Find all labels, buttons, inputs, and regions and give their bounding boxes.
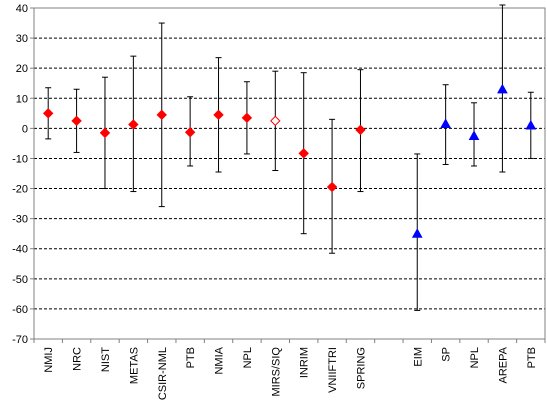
y-tick-label: -50 [12, 274, 28, 286]
y-tick-label: 10 [16, 93, 28, 105]
x-tick-label: SP [441, 347, 453, 362]
y-tick-label: 0 [22, 123, 28, 135]
data-point-triangle [468, 130, 480, 140]
x-tick-label: NPL [242, 347, 254, 368]
x-tick-label: EIM [412, 347, 424, 367]
data-point-diamond [241, 112, 253, 124]
data-point-diamond [42, 108, 54, 119]
x-tick-label: PTB [185, 347, 197, 368]
data-point-diamond [298, 148, 309, 159]
data-point-triangle [497, 83, 508, 94]
x-tick-label: INRIM [299, 347, 311, 378]
x-tick-label: NMIJ [43, 347, 55, 373]
data-point-diamond [156, 109, 167, 121]
y-tick-label: -20 [12, 184, 28, 196]
y-tick-label: -60 [12, 304, 28, 316]
x-tick-label: NRC [72, 347, 84, 371]
x-tick-label: METAS [128, 347, 140, 384]
y-tick-label: -10 [12, 153, 28, 165]
x-tick-labels: NMIJ NRC NIST METAS CSIR-NML PTB NMIA NPL MIRS/S… [43, 346, 538, 400]
data-point-diamond-open [270, 115, 281, 127]
data-point-diamond [213, 109, 224, 121]
x-tick-label: NPL [469, 347, 481, 368]
x-tick-label: CSIR-NML [157, 347, 169, 400]
x-tick-label: AREPA [497, 346, 509, 383]
y-tick-labels: -70 -60 -50 -40 -30 -20 -10 0 10 20 30 40 [12, 3, 28, 346]
y-tick-label: 40 [16, 3, 28, 15]
data-point-triangle [411, 228, 423, 238]
x-tick-label: SPRING [355, 347, 367, 389]
x-tick-label: MIRS/SIQ [270, 347, 282, 397]
error-bars [45, 4, 534, 311]
data-markers [42, 83, 537, 238]
y-tick-label: -30 [12, 214, 28, 226]
x-tick-label: NIST [100, 347, 112, 372]
data-point-diamond [355, 124, 366, 136]
axes [30, 7, 546, 343]
data-point-triangle [525, 119, 537, 130]
y-tick-label: 20 [16, 63, 28, 75]
data-point-diamond [184, 127, 196, 138]
y-tick-label: 30 [16, 33, 28, 45]
grid-lines [34, 7, 545, 310]
data-point-diamond [326, 181, 338, 193]
x-tick-label: VNIIFTRI [327, 347, 339, 393]
y-tick-label: -40 [12, 244, 28, 256]
plot-area-border [33, 7, 546, 340]
data-point-diamond [128, 119, 139, 130]
data-point-triangle [440, 118, 451, 128]
x-tick-label: NMIA [214, 346, 226, 374]
data-point-diamond [71, 115, 82, 127]
x-tick-label: PTB [526, 347, 538, 368]
y-tick-label: -70 [12, 334, 28, 346]
data-point-diamond [99, 127, 111, 139]
